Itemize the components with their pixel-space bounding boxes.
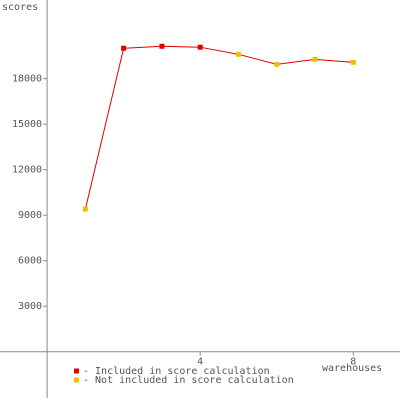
y-tick-label: 15000 (12, 119, 42, 130)
line (84, 45, 354, 210)
x-tick-label: 4 (197, 357, 203, 368)
legend-marker (74, 377, 79, 383)
point (197, 44, 203, 50)
point (235, 51, 241, 57)
y-tick-label: 6000 (18, 256, 42, 267)
point (312, 56, 318, 62)
y-axis-label: scores (2, 2, 38, 13)
legend-marker (74, 368, 79, 374)
y-tick-label: 3000 (18, 301, 42, 312)
point (159, 43, 165, 49)
legend-label: - Included in score calculation (83, 366, 270, 377)
y-tick-label: 9000 (18, 210, 42, 221)
y-tick-label: 12000 (12, 165, 42, 176)
x-tick-label: 8 (350, 357, 356, 368)
y-tick-label: 18000 (12, 74, 42, 85)
point (350, 59, 356, 65)
point (121, 45, 127, 51)
legend-label: - Not included in score calculation (83, 375, 294, 386)
point (274, 61, 280, 67)
point (82, 206, 88, 212)
x-axis-label: warehouses (322, 363, 382, 374)
